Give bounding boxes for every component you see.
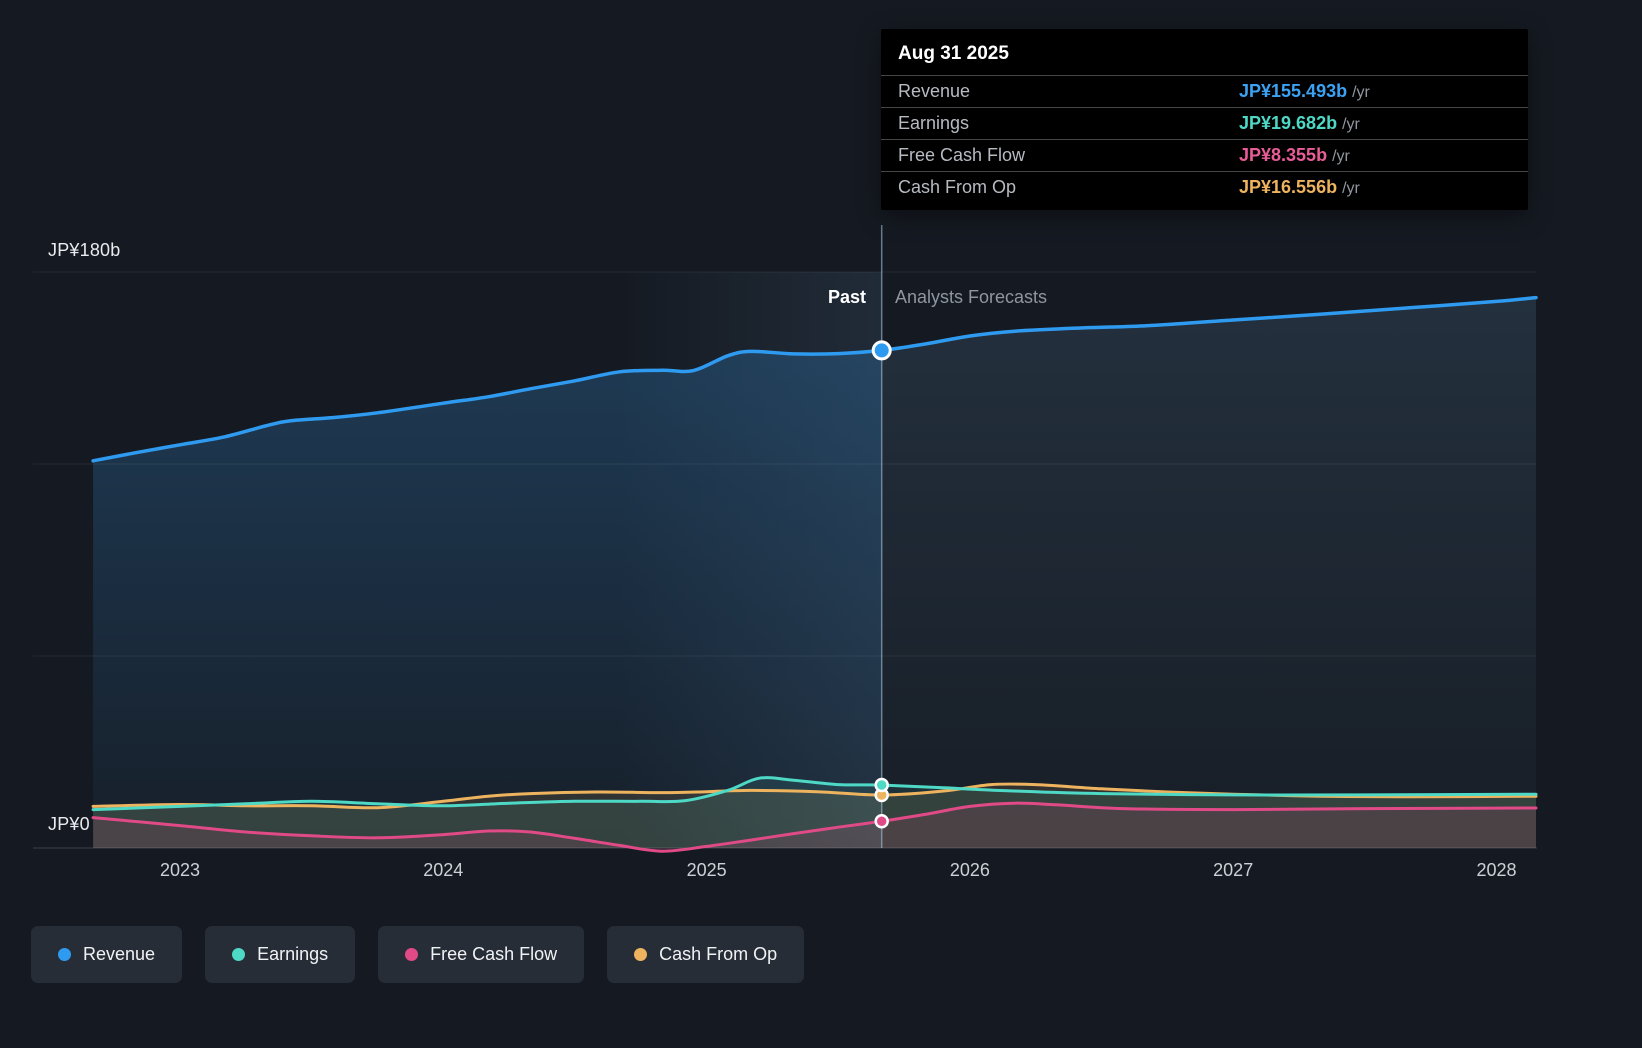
tooltip-row-free-cash-flow: Free Cash Flow JP¥8.355b/yr bbox=[881, 139, 1528, 171]
tooltip-row-value: JP¥8.355b/yr bbox=[1239, 145, 1350, 165]
legend-label: Earnings bbox=[257, 944, 329, 964]
legend-item-earnings[interactable]: Earnings bbox=[205, 926, 356, 983]
tooltip-row-unit: /yr bbox=[1342, 116, 1360, 133]
x-tick-2026: 2026 bbox=[949, 860, 990, 880]
chart-tooltip: Aug 31 2025 Revenue JP¥155.493b/yr Earning… bbox=[881, 29, 1528, 210]
legend-item-revenue[interactable]: Revenue bbox=[31, 926, 183, 983]
legend-dot-icon bbox=[634, 948, 648, 961]
cash-from-op-area bbox=[93, 783, 1537, 848]
free-cash-flow-area bbox=[93, 803, 1537, 852]
tooltip-date: Aug 31 2025 bbox=[898, 43, 1009, 64]
past-label: Past bbox=[827, 287, 866, 307]
legend-item-cash-from-op[interactable]: Cash From Op bbox=[607, 926, 805, 983]
x-tick-2023: 2023 bbox=[159, 860, 201, 880]
tooltip-row-cash-from-op: Cash From Op JP¥16.556b/yr bbox=[881, 171, 1528, 203]
legend-dot-icon bbox=[58, 948, 71, 961]
y-axis-label-zero: JP¥0 bbox=[48, 814, 90, 834]
revenue-line[interactable] bbox=[91, 295, 1538, 463]
revenue-marker[interactable] bbox=[871, 340, 892, 361]
x-tick-2028: 2028 bbox=[1476, 860, 1517, 880]
tooltip-row-value: JP¥155.493b/yr bbox=[1239, 81, 1370, 101]
x-tick-2024: 2024 bbox=[423, 860, 464, 880]
legend-label: Revenue bbox=[83, 944, 156, 964]
tooltip-row-unit: /yr bbox=[1342, 180, 1360, 197]
chart-legend: Revenue Earnings Free Cash Flow Cash From O… bbox=[31, 926, 805, 983]
tooltip-rows: Revenue JP¥155.493b/yr Earnings JP¥19.682b /… bbox=[881, 75, 1528, 203]
tooltip-row-unit: /yr bbox=[1352, 84, 1370, 101]
earnings-marker[interactable] bbox=[874, 777, 889, 793]
revenue-area-forecast bbox=[881, 297, 1536, 849]
revenue-area-past bbox=[93, 350, 882, 848]
tooltip-row-label: Cash From Op bbox=[898, 177, 1017, 197]
tooltip-row-value: JP¥16.556b/yr bbox=[1239, 177, 1360, 197]
legend-dot-icon bbox=[232, 948, 246, 961]
tooltip-row-label: Free Cash Flow bbox=[898, 145, 1026, 165]
legend-item-free-cash-flow[interactable]: Free Cash Flow bbox=[378, 926, 585, 983]
tooltip-row-earnings: Earnings JP¥19.682b/yr bbox=[881, 107, 1528, 139]
legend-label: Free Cash Flow bbox=[430, 944, 558, 964]
legend-label: Cash From Op bbox=[659, 944, 778, 964]
free-cash-flow-marker[interactable] bbox=[874, 814, 889, 829]
forecast-label: Analysts Forecasts bbox=[895, 287, 1048, 307]
tooltip-row-revenue: Revenue JP¥155.493b/yr bbox=[881, 75, 1528, 107]
x-tick-2025: 2025 bbox=[686, 860, 727, 880]
y-axis-label-max: JP¥180b bbox=[48, 240, 121, 260]
free-cash-flow-line[interactable] bbox=[91, 801, 1538, 853]
tooltip-row-label: Revenue bbox=[898, 81, 971, 101]
tooltip-row-unit: /yr bbox=[1332, 148, 1350, 165]
tooltip-row-label: Earnings bbox=[898, 113, 970, 133]
earnings-line[interactable] bbox=[91, 776, 1538, 812]
tooltip-row-value: JP¥19.682b/yr bbox=[1239, 113, 1360, 133]
x-tick-2027: 2027 bbox=[1213, 860, 1254, 880]
legend-dot-icon bbox=[405, 948, 419, 961]
